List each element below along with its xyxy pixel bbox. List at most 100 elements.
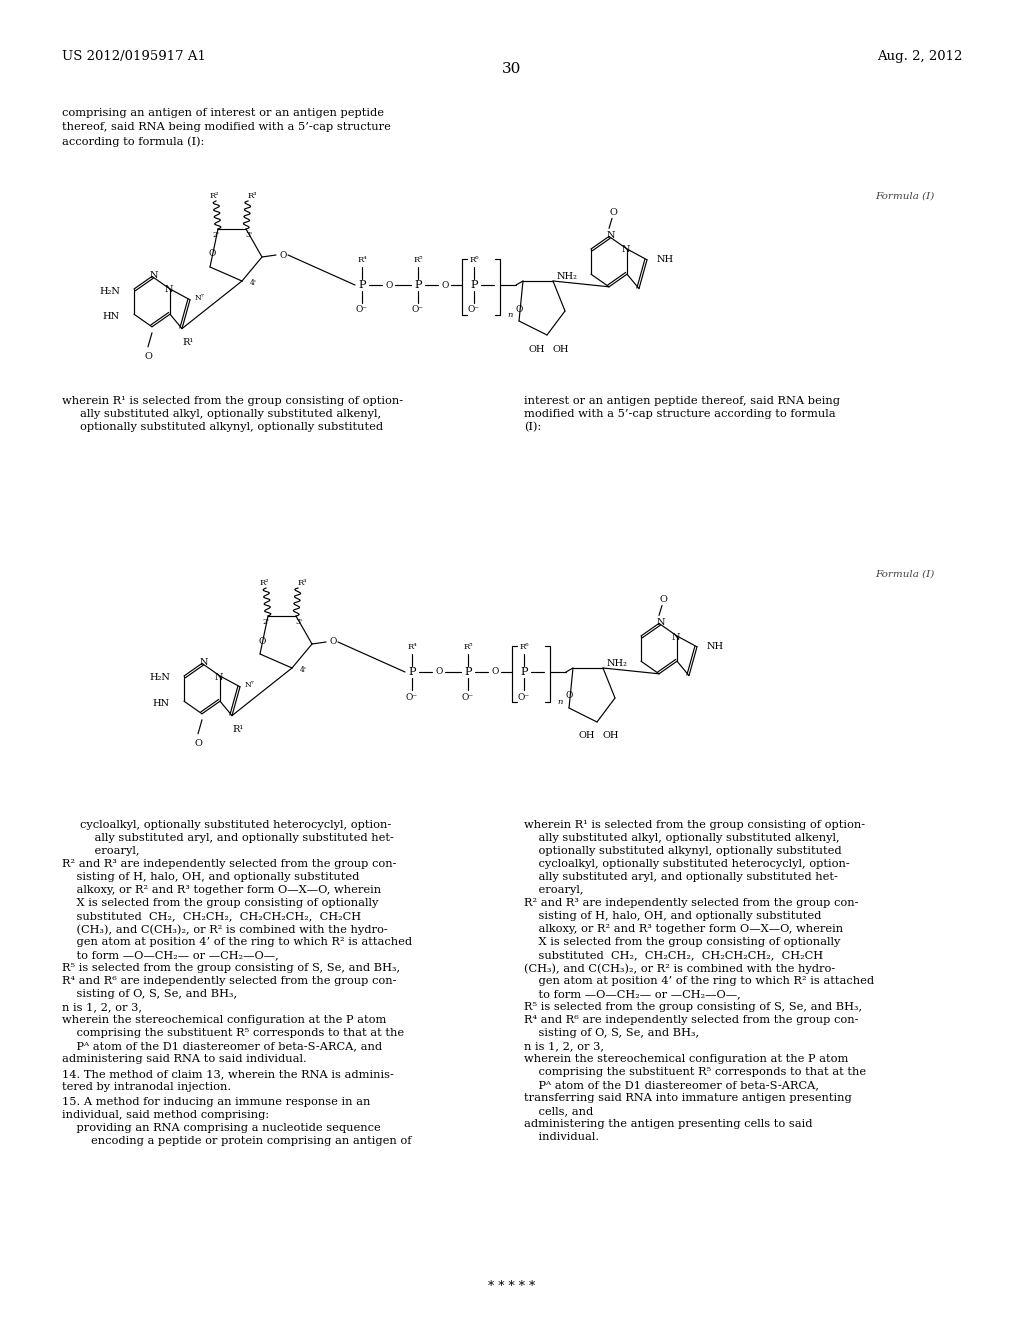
Text: optionally substituted alkynyl, optionally substituted: optionally substituted alkynyl, optional… [80,422,383,432]
Text: P: P [409,667,416,677]
Text: n is 1, 2, or 3,: n is 1, 2, or 3, [62,1002,142,1012]
Text: gen atom at position 4’ of the ring to which R² is attached: gen atom at position 4’ of the ring to w… [62,937,412,946]
Text: n: n [507,312,512,319]
Text: n: n [557,698,562,706]
Text: 3': 3' [296,618,302,626]
Text: sisting of O, S, Se, and BH₃,: sisting of O, S, Se, and BH₃, [524,1028,699,1038]
Text: comprising the substituent R⁵ corresponds to that at the: comprising the substituent R⁵ correspond… [524,1067,866,1077]
Text: P: P [415,280,422,290]
Text: X is selected from the group consisting of optionally: X is selected from the group consisting … [524,937,841,946]
Text: O⁻: O⁻ [406,693,418,701]
Text: thereof, said RNA being modified with a 5’-cap structure: thereof, said RNA being modified with a … [62,121,391,132]
Text: R⁵: R⁵ [463,643,473,651]
Text: H₂N: H₂N [150,673,170,682]
Text: R³: R³ [297,579,307,587]
Text: O: O [144,352,152,362]
Text: O: O [280,251,287,260]
Text: administering said RNA to said individual.: administering said RNA to said individua… [62,1053,307,1064]
Text: O: O [208,249,216,259]
Text: NH: NH [707,643,724,651]
Text: comprising an antigen of interest or an antigen peptide: comprising an antigen of interest or an … [62,108,384,117]
Text: P: P [520,667,527,677]
Text: R¹: R¹ [182,338,194,347]
Text: R⁶: R⁶ [519,643,528,651]
Text: interest or an antigen peptide thereof, said RNA being: interest or an antigen peptide thereof, … [524,396,840,407]
Text: R²: R² [209,191,219,201]
Text: 15. A method for inducing an immune response in an: 15. A method for inducing an immune resp… [62,1097,371,1107]
Text: N: N [656,618,666,627]
Text: N: N [150,271,159,280]
Text: substituted  CH₂,  CH₂CH₂,  CH₂CH₂CH₂,  CH₂CH: substituted CH₂, CH₂CH₂, CH₂CH₂CH₂, CH₂C… [62,911,361,921]
Text: O⁻: O⁻ [462,693,474,701]
Text: optionally substituted alkynyl, optionally substituted: optionally substituted alkynyl, optional… [524,846,842,855]
Text: 2': 2' [262,618,269,626]
Text: sisting of H, halo, OH, and optionally substituted: sisting of H, halo, OH, and optionally s… [62,873,359,882]
Text: Pᴬ atom of the D1 diastereomer of beta-S-ARCA, and: Pᴬ atom of the D1 diastereomer of beta-S… [62,1041,382,1051]
Text: ally substituted aryl, and optionally substituted het-: ally substituted aryl, and optionally su… [80,833,394,843]
Text: comprising the substituent R⁵ corresponds to that at the: comprising the substituent R⁵ correspond… [62,1028,404,1038]
Text: 4': 4' [250,279,257,286]
Text: ally substituted alkyl, optionally substituted alkenyl,: ally substituted alkyl, optionally subst… [524,833,840,843]
Text: O: O [492,668,499,676]
Text: sisting of O, S, Se, and BH₃,: sisting of O, S, Se, and BH₃, [62,989,238,999]
Text: P: P [470,280,478,290]
Text: R² and R³ are independently selected from the group con-: R² and R³ are independently selected fro… [524,898,858,908]
Text: administering the antigen presenting cells to said: administering the antigen presenting cel… [524,1119,812,1129]
Text: O: O [330,638,337,647]
Text: wherein R¹ is selected from the group consisting of option-: wherein R¹ is selected from the group co… [524,820,865,830]
Text: (I):: (I): [524,422,542,433]
Text: n is 1, 2, or 3,: n is 1, 2, or 3, [524,1041,604,1051]
Text: 14. The method of claim 13, wherein the RNA is adminis-: 14. The method of claim 13, wherein the … [62,1069,394,1078]
Text: N⁷: N⁷ [195,294,205,302]
Text: O: O [515,305,522,314]
Text: individual, said method comprising:: individual, said method comprising: [62,1110,269,1119]
Text: wherein the stereochemical configuration at the P atom: wherein the stereochemical configuration… [524,1053,848,1064]
Text: substituted  CH₂,  CH₂CH₂,  CH₂CH₂CH₂,  CH₂CH: substituted CH₂, CH₂CH₂, CH₂CH₂CH₂, CH₂C… [524,950,823,960]
Text: O: O [195,739,202,748]
Text: NH₂: NH₂ [606,659,627,668]
Text: individual.: individual. [524,1133,599,1142]
Text: O: O [565,692,572,701]
Text: to form —O—CH₂— or —CH₂—O—,: to form —O—CH₂— or —CH₂—O—, [524,989,740,999]
Text: 4': 4' [300,667,307,675]
Text: encoding a peptide or protein comprising an antigen of: encoding a peptide or protein comprising… [62,1137,412,1146]
Text: R⁶: R⁶ [469,256,479,264]
Text: gen atom at position 4’ of the ring to which R² is attached: gen atom at position 4’ of the ring to w… [524,975,874,986]
Text: R⁵: R⁵ [414,256,423,264]
Text: US 2012/0195917 A1: US 2012/0195917 A1 [62,50,206,63]
Text: ally substituted aryl, and optionally substituted het-: ally substituted aryl, and optionally su… [524,873,838,882]
Text: alkoxy, or R² and R³ together form O—X—O, wherein: alkoxy, or R² and R³ together form O—X—O… [524,924,843,935]
Text: 30: 30 [503,62,521,77]
Text: O⁻: O⁻ [356,305,368,314]
Text: N: N [607,231,615,240]
Text: Pᴬ atom of the D1 diastereomer of beta-S-ARCA,: Pᴬ atom of the D1 diastereomer of beta-S… [524,1080,819,1090]
Text: R⁴ and R⁶ are independently selected from the group con-: R⁴ and R⁶ are independently selected fro… [524,1015,858,1026]
Text: O⁻: O⁻ [468,305,480,314]
Text: O: O [441,281,449,289]
Text: N⁷: N⁷ [245,681,255,689]
Text: R¹: R¹ [232,725,244,734]
Text: Formula (I): Formula (I) [874,570,934,579]
Text: providing an RNA comprising a nucleotide sequence: providing an RNA comprising a nucleotide… [62,1123,381,1133]
Text: X is selected from the group consisting of optionally: X is selected from the group consisting … [62,898,379,908]
Text: cycloalkyl, optionally substituted heterocyclyl, option-: cycloalkyl, optionally substituted heter… [524,859,850,869]
Text: (CH₃), and C(CH₃)₂, or R² is combined with the hydro-: (CH₃), and C(CH₃)₂, or R² is combined wi… [524,964,836,974]
Text: ally substituted alkyl, optionally substituted alkenyl,: ally substituted alkyl, optionally subst… [80,409,381,418]
Text: R³: R³ [247,191,257,201]
Text: sisting of H, halo, OH, and optionally substituted: sisting of H, halo, OH, and optionally s… [524,911,821,921]
Text: HN: HN [153,698,170,708]
Text: O: O [659,595,667,605]
Text: cycloalkyl, optionally substituted heterocyclyl, option-: cycloalkyl, optionally substituted heter… [80,820,391,830]
Text: O: O [258,636,265,645]
Text: H₂N: H₂N [99,286,120,296]
Text: OH: OH [603,731,620,741]
Text: OH: OH [579,731,595,741]
Text: R⁵ is selected from the group consisting of S, Se, and BH₃,: R⁵ is selected from the group consisting… [524,1002,862,1012]
Text: N: N [200,657,208,667]
Text: 3': 3' [246,231,253,239]
Text: OH: OH [528,345,545,354]
Text: cells, and: cells, and [524,1106,593,1115]
Text: O⁻: O⁻ [412,305,424,314]
Text: N: N [165,285,173,294]
Text: R⁵ is selected from the group consisting of S, Se, and BH₃,: R⁵ is selected from the group consisting… [62,964,400,973]
